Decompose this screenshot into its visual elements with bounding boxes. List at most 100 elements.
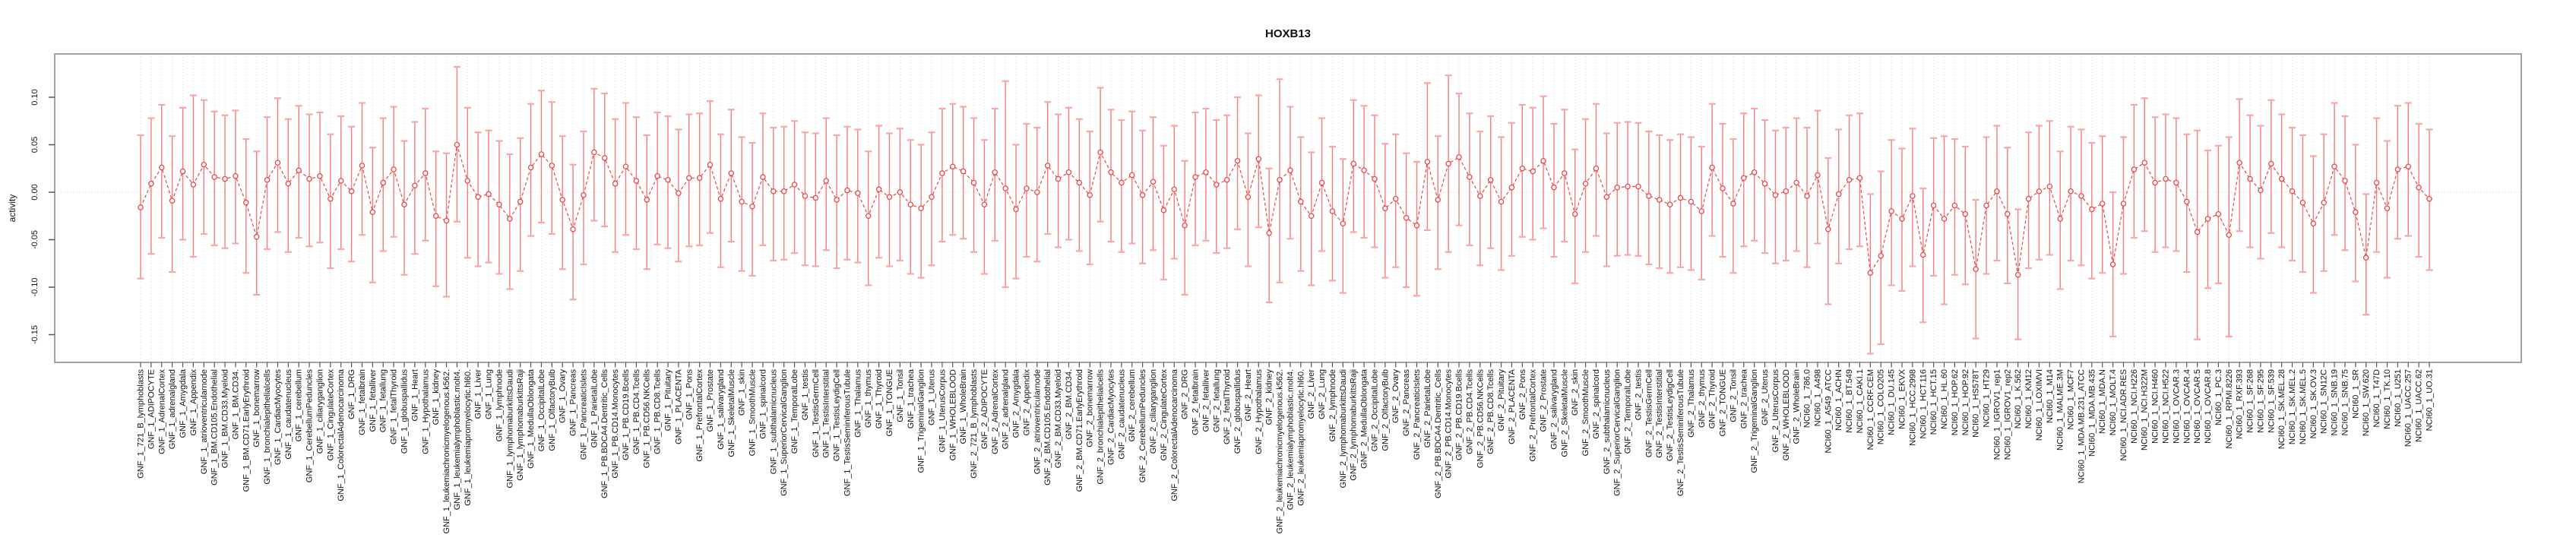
data-point [707, 161, 714, 168]
x-tick-label: GNF_1_WholeBrain [959, 369, 968, 444]
x-tick-label: GNF_1_Pituitary [664, 369, 673, 432]
data-point [1709, 164, 1715, 171]
data-point [1962, 210, 1969, 217]
data-point [780, 188, 787, 194]
data-point [475, 194, 481, 200]
x-tick-label: GNF_2_ParietalLobe [1423, 369, 1432, 447]
data-point [1487, 176, 1494, 183]
x-tick-label: GNF_2_PancreaticIslets [1413, 369, 1422, 460]
x-tick-label: GNF_1_skin [738, 369, 747, 416]
y-axis-label: activity [7, 194, 17, 223]
x-tick-label: GNF_1_ADIPOCYTE [147, 369, 156, 449]
data-point [1593, 165, 1600, 172]
data-point [464, 178, 471, 184]
x-tick-label: GNF_1_testis [801, 369, 810, 421]
data-point [1435, 197, 1441, 203]
x-tick-label: GNF_2_spinalcord [1592, 369, 1601, 439]
x-tick-label: GNF_1_PB.CD19.Bcells [622, 369, 631, 460]
data-point [1171, 186, 1178, 192]
data-point [1983, 202, 1989, 209]
x-tick-label: GNF_1_OlfactoryBulb [548, 369, 557, 451]
x-tick-label: GNF_2_fetallung [1212, 369, 1221, 432]
data-point [527, 164, 534, 171]
data-point [1287, 167, 1293, 173]
data-point [1519, 165, 1526, 172]
data-point [559, 197, 565, 203]
x-tick-label: GNF_2_Liver [1307, 369, 1316, 419]
data-point [581, 191, 587, 198]
x-tick-label: GNF_2_BM.CD71.EarlyErythroid [1075, 369, 1084, 492]
x-tick-label: GNF_1_PB.BDCA4.Dentritic_Cells [600, 369, 609, 498]
x-tick-label: NCI60_1_HCT.116 [1919, 369, 1928, 439]
y-tick-label: 0.05 [30, 137, 40, 153]
data-point [644, 197, 650, 203]
data-point [1540, 157, 1546, 164]
x-tick-label: GNF_2_BM.CD33.Myeloid [1054, 369, 1063, 468]
x-tick-label: GNF_2_SuperiorCervicalGanglion [1613, 369, 1622, 496]
x-tick-label: GNF_1_SkeletalMuscle [727, 369, 736, 457]
x-tick-label: GNF_1_BM.CD34. [231, 369, 240, 439]
x-tick-label: NCI60_1_OVCAR.3 [2172, 369, 2181, 444]
data-point [633, 178, 640, 184]
x-tick-label: GNF_2_CardiacMyocytes [1106, 369, 1116, 465]
data-point [517, 198, 524, 205]
data-point [612, 180, 619, 187]
x-tick-label: NCI60_1_SN12C [2320, 369, 2329, 434]
x-tick-label: GNF_2_SmoothMuscle [1581, 369, 1590, 456]
x-tick-label: GNF_2_PB.CD4.Tcells [1465, 369, 1474, 454]
data-point [1920, 251, 1926, 258]
error-bar [569, 163, 577, 301]
error-bar [843, 125, 851, 261]
data-point [2321, 199, 2327, 206]
x-tick-label: NCI60_1_SNB.75 [2340, 369, 2350, 435]
x-tick-label: GNF_2_CerebellumPeduncles [1138, 369, 1147, 483]
x-tick-label: NCI60_1_SK.OV.3 [2309, 369, 2318, 438]
data-point [1761, 180, 1768, 187]
data-point [1698, 208, 1705, 214]
data-point [2310, 220, 2317, 226]
x-tick-label: GNF_1_Ovary [559, 369, 568, 423]
data-point [2173, 179, 2179, 186]
data-point [1688, 198, 1695, 205]
error-bar [917, 144, 925, 279]
data-point [380, 179, 386, 186]
x-tick-label: GNF_1_CingulateCortex [326, 369, 335, 461]
data-point [486, 191, 492, 198]
x-tick-label: NCI60_1_HCT.15 [1929, 369, 1938, 435]
data-point [2405, 163, 2411, 169]
axis-ticks [49, 96, 2430, 368]
data-point [1720, 185, 1726, 191]
x-tick-label: NCI60_1_HOP.92 [1961, 369, 1970, 435]
data-point [1888, 208, 1894, 214]
x-tick-label: GNF_2_trachea [1739, 368, 1748, 428]
x-tick-label: GNF_2_salivarygland [1549, 369, 1559, 450]
x-tick-label: GNF_2_leukemiachronicmyelogenous.k562. [1276, 369, 1285, 533]
data-point [1951, 202, 1958, 209]
x-tick-label: GNF_2_OccipitalLobe [1370, 369, 1379, 451]
data-point [791, 182, 798, 188]
error-bar [1170, 125, 1178, 260]
data-point [1477, 193, 1483, 199]
x-axis-tick-labels: GNF_1_721_B_lymphoblasts GNF_1_ADIPOCYTE G… [137, 368, 2435, 533]
data-point [2057, 216, 2063, 222]
x-tick-label: GNF_1_BM.CD33.Myeloid [221, 369, 230, 468]
data-point [1730, 201, 1736, 207]
x-tick-label: GNF_1_spinalcord [758, 369, 767, 439]
data-point [654, 172, 660, 179]
error-bar [400, 140, 408, 276]
data-point [443, 217, 450, 224]
data-point [728, 170, 735, 176]
error-bar [580, 130, 587, 266]
error-bar [2267, 99, 2275, 234]
error-bar [443, 152, 451, 298]
data-point [2384, 205, 2391, 211]
x-tick-label: GNF_1_TestisLeydigCell [833, 369, 842, 461]
data-point [2258, 187, 2264, 194]
error-bars [137, 65, 2433, 355]
x-tick-label: GNF_1_BM.CD105.Endothelial [210, 369, 220, 485]
data-point [1571, 210, 1578, 217]
data-point [1329, 208, 1336, 214]
x-tick-label: GNF_1_fetalliver [369, 369, 378, 432]
data-point [844, 187, 850, 194]
data-point [1783, 188, 1790, 194]
